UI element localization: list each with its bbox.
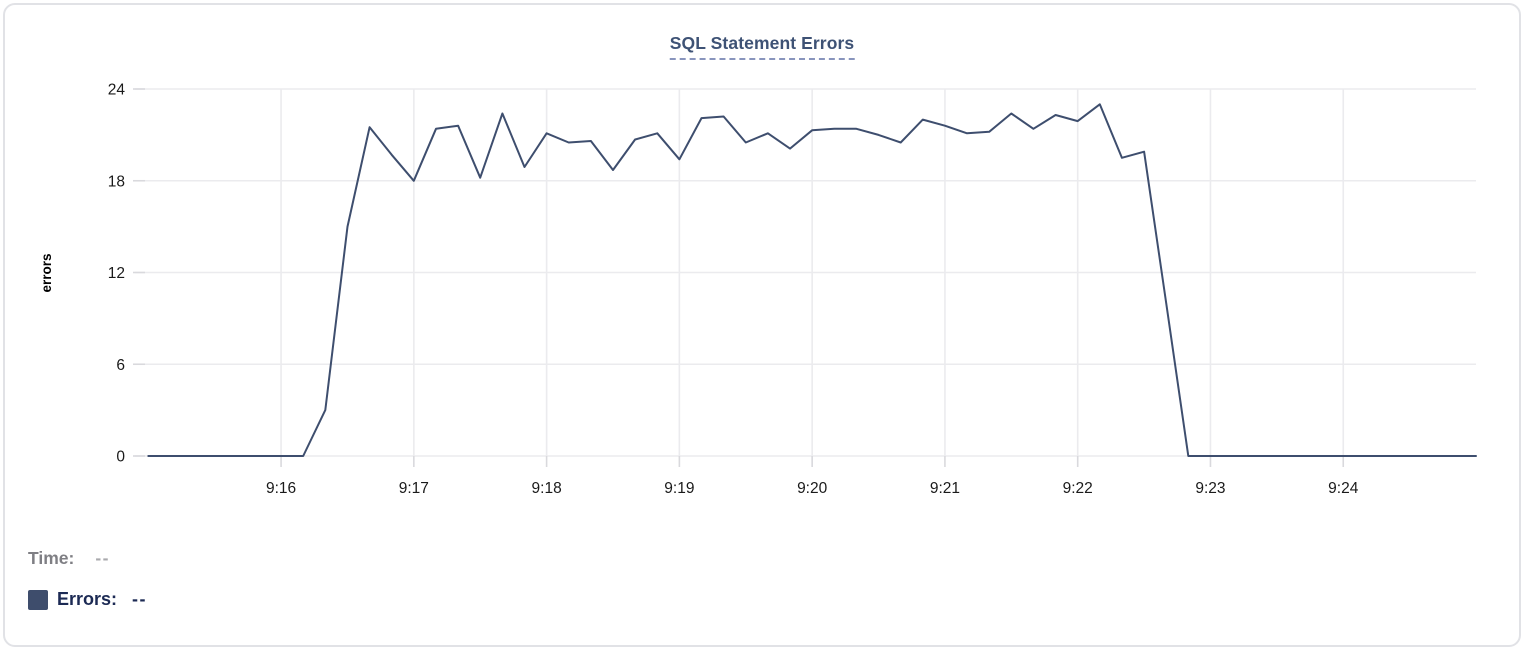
legend-errors-row: Errors: --	[28, 589, 147, 610]
errors-label: Errors:	[57, 589, 118, 609]
chart-svg[interactable]: 0 6 12 18 24 9:16 9:17 9:18 9:19 9:20 9:21 9:22 9:23…	[5, 5, 1528, 517]
time-value: --	[95, 548, 111, 568]
svg-text:0: 0	[116, 449, 125, 466]
svg-text:9:21: 9:21	[930, 480, 960, 497]
errors-series-swatch	[28, 589, 48, 610]
errors-series-line	[147, 103, 1477, 457]
errors-line-chart[interactable]: 0 6 12 18 24 9:16 9:17 9:18 9:19 9:20 9:21 9:22 9:23…	[5, 5, 1528, 517]
hover-time-row: Time: --	[28, 548, 110, 569]
svg-text:12: 12	[108, 265, 125, 282]
svg-text:6: 6	[116, 357, 125, 374]
svg-text:24: 24	[108, 82, 126, 99]
svg-text:9:23: 9:23	[1195, 480, 1225, 497]
axis-ticks	[133, 88, 1345, 467]
svg-text:18: 18	[108, 173, 125, 190]
time-label: Time:	[28, 548, 75, 568]
svg-text:9:17: 9:17	[399, 480, 429, 497]
svg-text:9:22: 9:22	[1063, 480, 1093, 497]
svg-text:9:18: 9:18	[532, 480, 562, 497]
svg-text:9:24: 9:24	[1328, 480, 1359, 497]
chart-card: SQL Statement Errors 0 6 12 18 24 9:16 9:17 9:1…	[3, 3, 1521, 647]
errors-value: --	[132, 589, 148, 609]
svg-text:9:19: 9:19	[664, 480, 694, 497]
y-axis-title: errors	[39, 253, 54, 292]
axis-labels: 0 6 12 18 24 9:16 9:17 9:18 9:19 9:20 9:21 9:22 9:23…	[108, 82, 1359, 498]
chart-title[interactable]: SQL Statement Errors	[669, 33, 855, 60]
svg-text:9:16: 9:16	[266, 480, 296, 497]
gridlines	[135, 88, 1476, 457]
svg-text:9:20: 9:20	[797, 480, 828, 497]
